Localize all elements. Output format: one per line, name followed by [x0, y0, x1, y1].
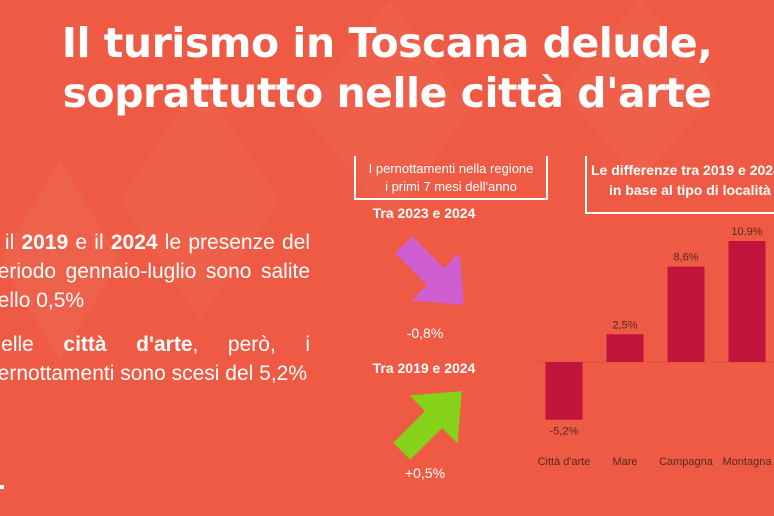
arrow-down-icon — [395, 236, 464, 305]
category-label: Montagna — [723, 456, 773, 468]
summary-text: a il 2019 e il 2024 le presenze del peri… — [0, 228, 310, 403]
summary-paragraph-1: a il 2019 e il 2024 le presenze del peri… — [0, 231, 310, 312]
bullet-dot — [0, 485, 4, 489]
page-title: Il turismo in Toscana delude, soprattutt… — [0, 18, 774, 118]
bar-montagna — [728, 241, 766, 362]
category-label: Città d'arte — [538, 456, 591, 468]
bar-citt-d-arte — [545, 362, 583, 420]
chart-title-line-2: in base al tipo di località — [609, 182, 771, 198]
category-label: Mare — [612, 456, 637, 468]
period-label-2023-2024: Tra 2023 e 2024 — [372, 205, 476, 221]
data-label: 8,6% — [673, 252, 698, 264]
value-label-2019-2024: +0,5% — [404, 465, 446, 481]
period-label-2019-2024: Tra 2019 e 2024 — [372, 360, 476, 376]
bar-mare — [606, 334, 644, 362]
regional-header: I pernottamenti nella regione i primi 7 … — [354, 156, 548, 200]
title-line-1: Il turismo in Toscana delude, — [61, 19, 713, 67]
arrow-up-icon — [393, 391, 462, 460]
data-label: -5,2% — [550, 426, 579, 438]
data-label: 10,9% — [731, 226, 762, 238]
summary-paragraph-2: Nelle città d'arte, però, i pernottament… — [0, 333, 310, 385]
title-line-2: soprattutto nelle città d'arte — [62, 69, 712, 117]
chart-title: Le differenze tra 2019 e 2024 in base al… — [585, 156, 774, 214]
regional-header-line-1: I pernottamenti nella regione — [368, 161, 534, 176]
bar-campagna — [667, 266, 705, 362]
data-label: 2,5% — [612, 319, 637, 331]
value-label-2023-2024: -0,8% — [406, 325, 444, 341]
category-label: Campagna — [659, 456, 714, 468]
chart-title-line-1: Le differenze tra 2019 e 2024 — [591, 162, 774, 178]
regional-header-line-2: i primi 7 mesi dell'anno — [385, 179, 517, 194]
